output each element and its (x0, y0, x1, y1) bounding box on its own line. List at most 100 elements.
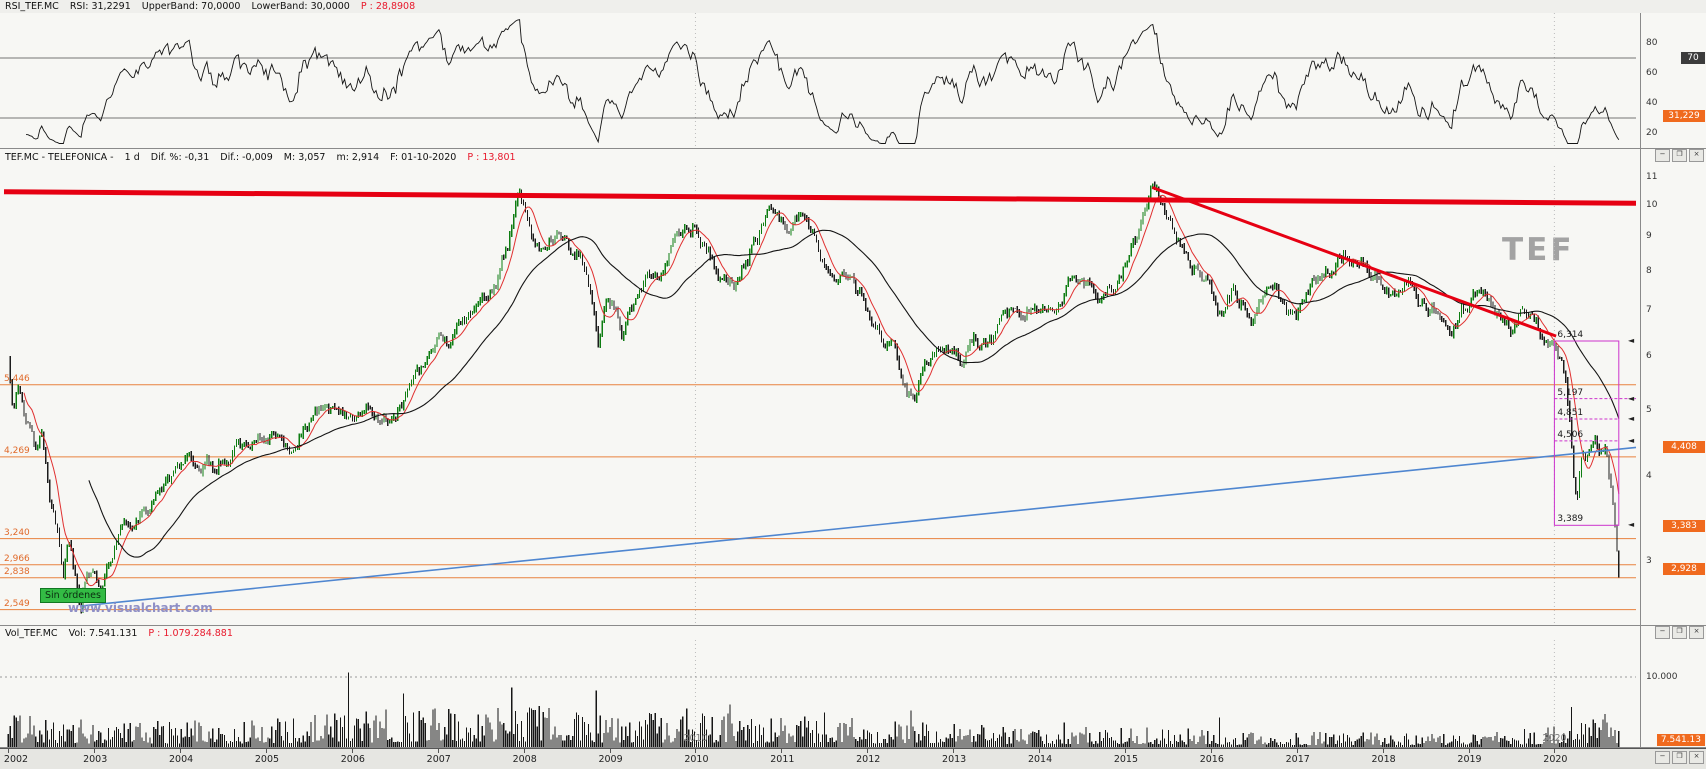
year-label: 2017 (1285, 754, 1310, 765)
support-level-label: 3,240 (4, 527, 30, 538)
restore-icon[interactable]: ❐ (1672, 149, 1687, 162)
year-label: 2012 (856, 754, 881, 765)
year-tick (1382, 749, 1384, 753)
rsi-lowerband-readout: LowerBand: 30,0000 (251, 1, 350, 12)
volume-bars (7, 672, 1620, 747)
price-level-badge-2: 3,383 (1663, 519, 1705, 532)
price-annotation-label: 4,506 (1557, 429, 1584, 440)
price-chart[interactable] (0, 166, 1640, 625)
year-label: 2016 (1199, 754, 1224, 765)
year-tick (1210, 749, 1212, 753)
price-axis-tick: 10 (1646, 199, 1658, 210)
slow-moving-average (88, 229, 1620, 558)
year-label: 2003 (83, 754, 108, 765)
support-level-label: 2,549 (4, 598, 30, 609)
price-axis-tick: 8 (1646, 265, 1652, 276)
price-axis-tick: 7 (1646, 305, 1652, 316)
support-level-label: 2,838 (4, 566, 30, 577)
decade-label: 2010 (683, 733, 708, 744)
fast-moving-average (23, 194, 1620, 587)
year-tick (695, 749, 697, 753)
year-tick (523, 749, 525, 753)
year-tick (1468, 749, 1470, 753)
panel-separator (0, 747, 1706, 748)
year-tick (265, 749, 267, 753)
year-label: 2007 (426, 754, 451, 765)
symbol-watermark: TEF (1502, 232, 1575, 268)
price-annotation-label: 3,389 (1557, 514, 1584, 525)
rsi-upperband-readout: UpperBand: 70,0000 (141, 1, 241, 12)
price-panel-background (0, 149, 1706, 625)
day-high-readout: M: 3,057 (283, 152, 326, 163)
year-tick (1554, 749, 1556, 753)
year-tick (437, 749, 439, 753)
price-axis-tick: 11 (1646, 171, 1658, 182)
axis-divider (1640, 13, 1641, 747)
orders-status-badge: Sin órdenes (40, 588, 106, 603)
volume-panel-background (0, 626, 1706, 747)
price-axis-tick: 9 (1646, 231, 1652, 241)
year-tick (867, 749, 869, 753)
last-price-badge: 2,928 (1663, 562, 1705, 575)
volume-prev-readout: P : 1.079.284.881 (148, 628, 233, 639)
restore-icon[interactable]: ❐ (1672, 751, 1687, 764)
year-label: 2020 (1543, 754, 1568, 765)
year-label: 2010 (684, 754, 709, 765)
symbol-title: TEF.MC - TELEFONICA - (5, 152, 114, 163)
rsi-value-badge: 31,229 (1663, 110, 1705, 123)
year-label: 2019 (1457, 754, 1482, 765)
close-icon[interactable]: × (1689, 751, 1704, 764)
price-axis-tick: 4 (1646, 471, 1652, 482)
close-icon[interactable]: × (1689, 626, 1704, 639)
price-axis-tick: 5 (1646, 405, 1652, 416)
year-tick (609, 749, 611, 753)
year-label: 2018 (1371, 754, 1396, 765)
price-axis-tick: 3 (1646, 556, 1652, 567)
year-label: 2002 (3, 754, 29, 765)
minimize-icon[interactable]: − (1655, 149, 1670, 162)
volume-badge: 7.541.13 (1656, 734, 1705, 746)
restore-icon[interactable]: ❐ (1672, 626, 1687, 639)
year-tick (1296, 749, 1298, 753)
price-annotation-label: 4,851 (1557, 408, 1584, 419)
major-resistance-line[interactable] (3, 189, 1637, 206)
year-tick (1039, 749, 1041, 753)
volume-chart[interactable] (0, 640, 1640, 747)
decade-label: 2020 (1542, 733, 1567, 744)
year-label: 2013 (942, 754, 967, 765)
rsi-axis-tick: 60 (1646, 68, 1658, 78)
minimize-icon[interactable]: − (1655, 626, 1670, 639)
level-arrow-icon: ◄ (1628, 335, 1635, 345)
candles-down (9, 181, 1620, 614)
change-pct-readout: Dif. %: -0,31 (150, 152, 210, 163)
level-arrow-icon: ◄ (1628, 435, 1635, 445)
time-axis[interactable]: 2002 2003 2004 2005 2006 2007 2008 2009 2010 2011… (0, 748, 1706, 769)
year-tick (8, 749, 10, 753)
rsi-axis-tick: 40 (1646, 98, 1658, 108)
year-label: 2008 (512, 754, 537, 765)
year-tick (1124, 749, 1126, 753)
fib-retracement-box[interactable] (1553, 340, 1620, 526)
visualchart-watermark: www.visualchart.com (68, 601, 213, 615)
panel-separator (0, 148, 1706, 149)
rsi-indicator-name: RSI_TEF.MC (5, 1, 59, 12)
descending-trendline[interactable] (1151, 186, 1557, 338)
volume-panel-controls: − ❐ × (1655, 626, 1704, 639)
timeframe-label: 1 d (124, 152, 140, 163)
year-label: 2009 (598, 754, 623, 765)
minimize-icon[interactable]: − (1655, 751, 1670, 764)
year-tick (94, 749, 96, 753)
year-label: 2004 (168, 754, 194, 765)
price-level-badge-1: 4,408 (1663, 441, 1705, 454)
price-annotation-label: 5,197 (1557, 387, 1584, 398)
price-axis-tick: 6 (1646, 351, 1652, 362)
prev-close-readout: P : 13,801 (467, 152, 516, 163)
level-arrow-icon: ◄ (1628, 414, 1635, 424)
rsi-chart[interactable] (0, 13, 1640, 148)
support-level-label: 5,446 (4, 373, 30, 384)
ascending-support-trendline[interactable] (81, 446, 1637, 607)
rsi-line (25, 19, 1620, 144)
year-tick (781, 749, 783, 753)
close-icon[interactable]: × (1689, 149, 1704, 162)
